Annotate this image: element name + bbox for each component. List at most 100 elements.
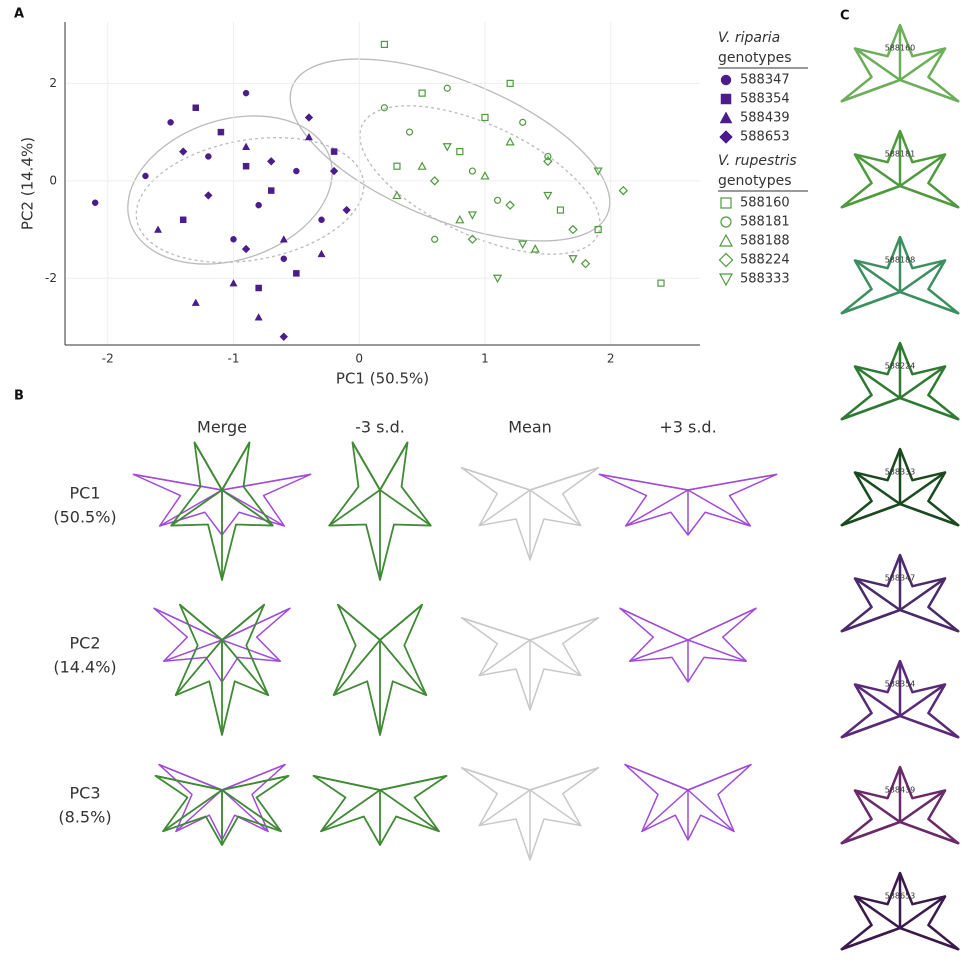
legend-marker <box>720 216 732 228</box>
leaf-vein <box>899 683 946 718</box>
leaf-vein <box>478 789 531 827</box>
genotype-label: 588333 <box>885 468 916 477</box>
leaf-vein <box>899 78 959 103</box>
point <box>142 172 149 180</box>
y-tick-label: 2 <box>49 76 57 90</box>
row-label-sub: (14.4%) <box>53 658 116 677</box>
point <box>481 113 489 122</box>
leaf-vein <box>461 767 531 791</box>
genotype-label: 588347 <box>885 574 916 583</box>
point <box>191 298 200 306</box>
leaf-vein <box>328 489 381 527</box>
legend-marker <box>718 273 734 287</box>
legend-marker <box>720 197 732 209</box>
point <box>242 142 251 150</box>
leaf-vein <box>854 153 901 188</box>
point <box>543 156 553 167</box>
leaf-vein <box>899 895 946 930</box>
point <box>167 119 174 126</box>
legend-marker <box>720 74 732 86</box>
leaf-vein <box>854 683 901 718</box>
leaf-vein <box>624 763 689 791</box>
leaf-vein <box>159 489 223 527</box>
point <box>304 132 313 141</box>
leaf-vein <box>163 639 223 662</box>
point <box>254 313 263 321</box>
legend-label: 588188 <box>740 234 790 249</box>
leaf-vein <box>379 489 432 527</box>
leaf-vein <box>687 607 757 641</box>
point <box>480 171 490 180</box>
leaf-vein <box>625 489 689 527</box>
leaf-vein <box>221 473 311 491</box>
row-label: PC3 <box>70 784 101 803</box>
x-tick-label: -1 <box>228 352 240 366</box>
leaf-vein <box>333 639 381 696</box>
legend-marker <box>719 130 733 144</box>
point <box>267 187 275 194</box>
legend-label: 588333 <box>740 272 790 287</box>
row-label: PC2 <box>70 634 101 653</box>
genotype-label: 588224 <box>885 362 916 371</box>
leaf-vein <box>379 789 440 833</box>
leaf-vein <box>629 639 689 662</box>
leaf-vein <box>461 467 531 491</box>
leaf-vein <box>313 774 381 791</box>
point <box>506 79 514 87</box>
leaf-vein <box>899 577 946 612</box>
point <box>492 274 503 284</box>
point <box>556 206 565 214</box>
point <box>467 234 478 245</box>
leaf-vein <box>221 774 289 791</box>
point <box>318 216 325 224</box>
leaf-vein <box>221 639 281 662</box>
point <box>179 216 187 224</box>
column-header: Mean <box>508 418 552 437</box>
leaf-vein <box>529 789 582 827</box>
row-label-sub: (8.5%) <box>58 808 111 827</box>
leaf-vein <box>478 639 531 677</box>
leaf-vein <box>854 365 901 400</box>
panel-label: A <box>14 7 24 22</box>
row-label-sub: (50.5%) <box>53 508 116 527</box>
point <box>505 136 515 146</box>
point <box>443 84 451 92</box>
leaf-vein <box>221 441 251 491</box>
leaf-vein <box>899 259 946 294</box>
leaf-vein <box>155 774 223 791</box>
legend-subtitle: genotypes <box>718 173 792 189</box>
leaf-vein <box>461 617 531 641</box>
leaf-vein <box>179 603 223 641</box>
point <box>342 205 351 215</box>
leaf-vein <box>221 763 286 791</box>
leaf-vein <box>899 789 946 824</box>
leaf-vein <box>841 396 901 421</box>
genotype-label: 588160 <box>885 44 916 53</box>
leaf-vein <box>687 473 777 491</box>
leaf-vein <box>529 617 599 641</box>
leaf-vein <box>899 47 946 82</box>
leaf-vein <box>841 290 901 315</box>
point <box>217 128 225 136</box>
leaf-vein <box>899 396 959 421</box>
leaf-vein <box>854 47 901 82</box>
leaf-vein <box>478 489 531 527</box>
point <box>456 147 464 156</box>
point <box>580 258 591 269</box>
leaf-vein <box>854 259 901 294</box>
x-axis-label: PC1 (50.5%) <box>336 370 429 388</box>
leaf-vein <box>379 441 409 491</box>
point <box>568 255 578 264</box>
point <box>380 40 388 49</box>
leaf-vein <box>170 489 223 527</box>
leaf-vein <box>162 789 223 833</box>
leaf-vein <box>320 789 381 833</box>
leaf-vein <box>854 895 901 930</box>
point <box>431 235 439 243</box>
leaf-vein <box>351 441 381 491</box>
legend-title: V. rupestris <box>718 153 797 169</box>
point <box>530 244 540 253</box>
point <box>468 167 477 175</box>
row-label: PC1 <box>70 484 101 503</box>
